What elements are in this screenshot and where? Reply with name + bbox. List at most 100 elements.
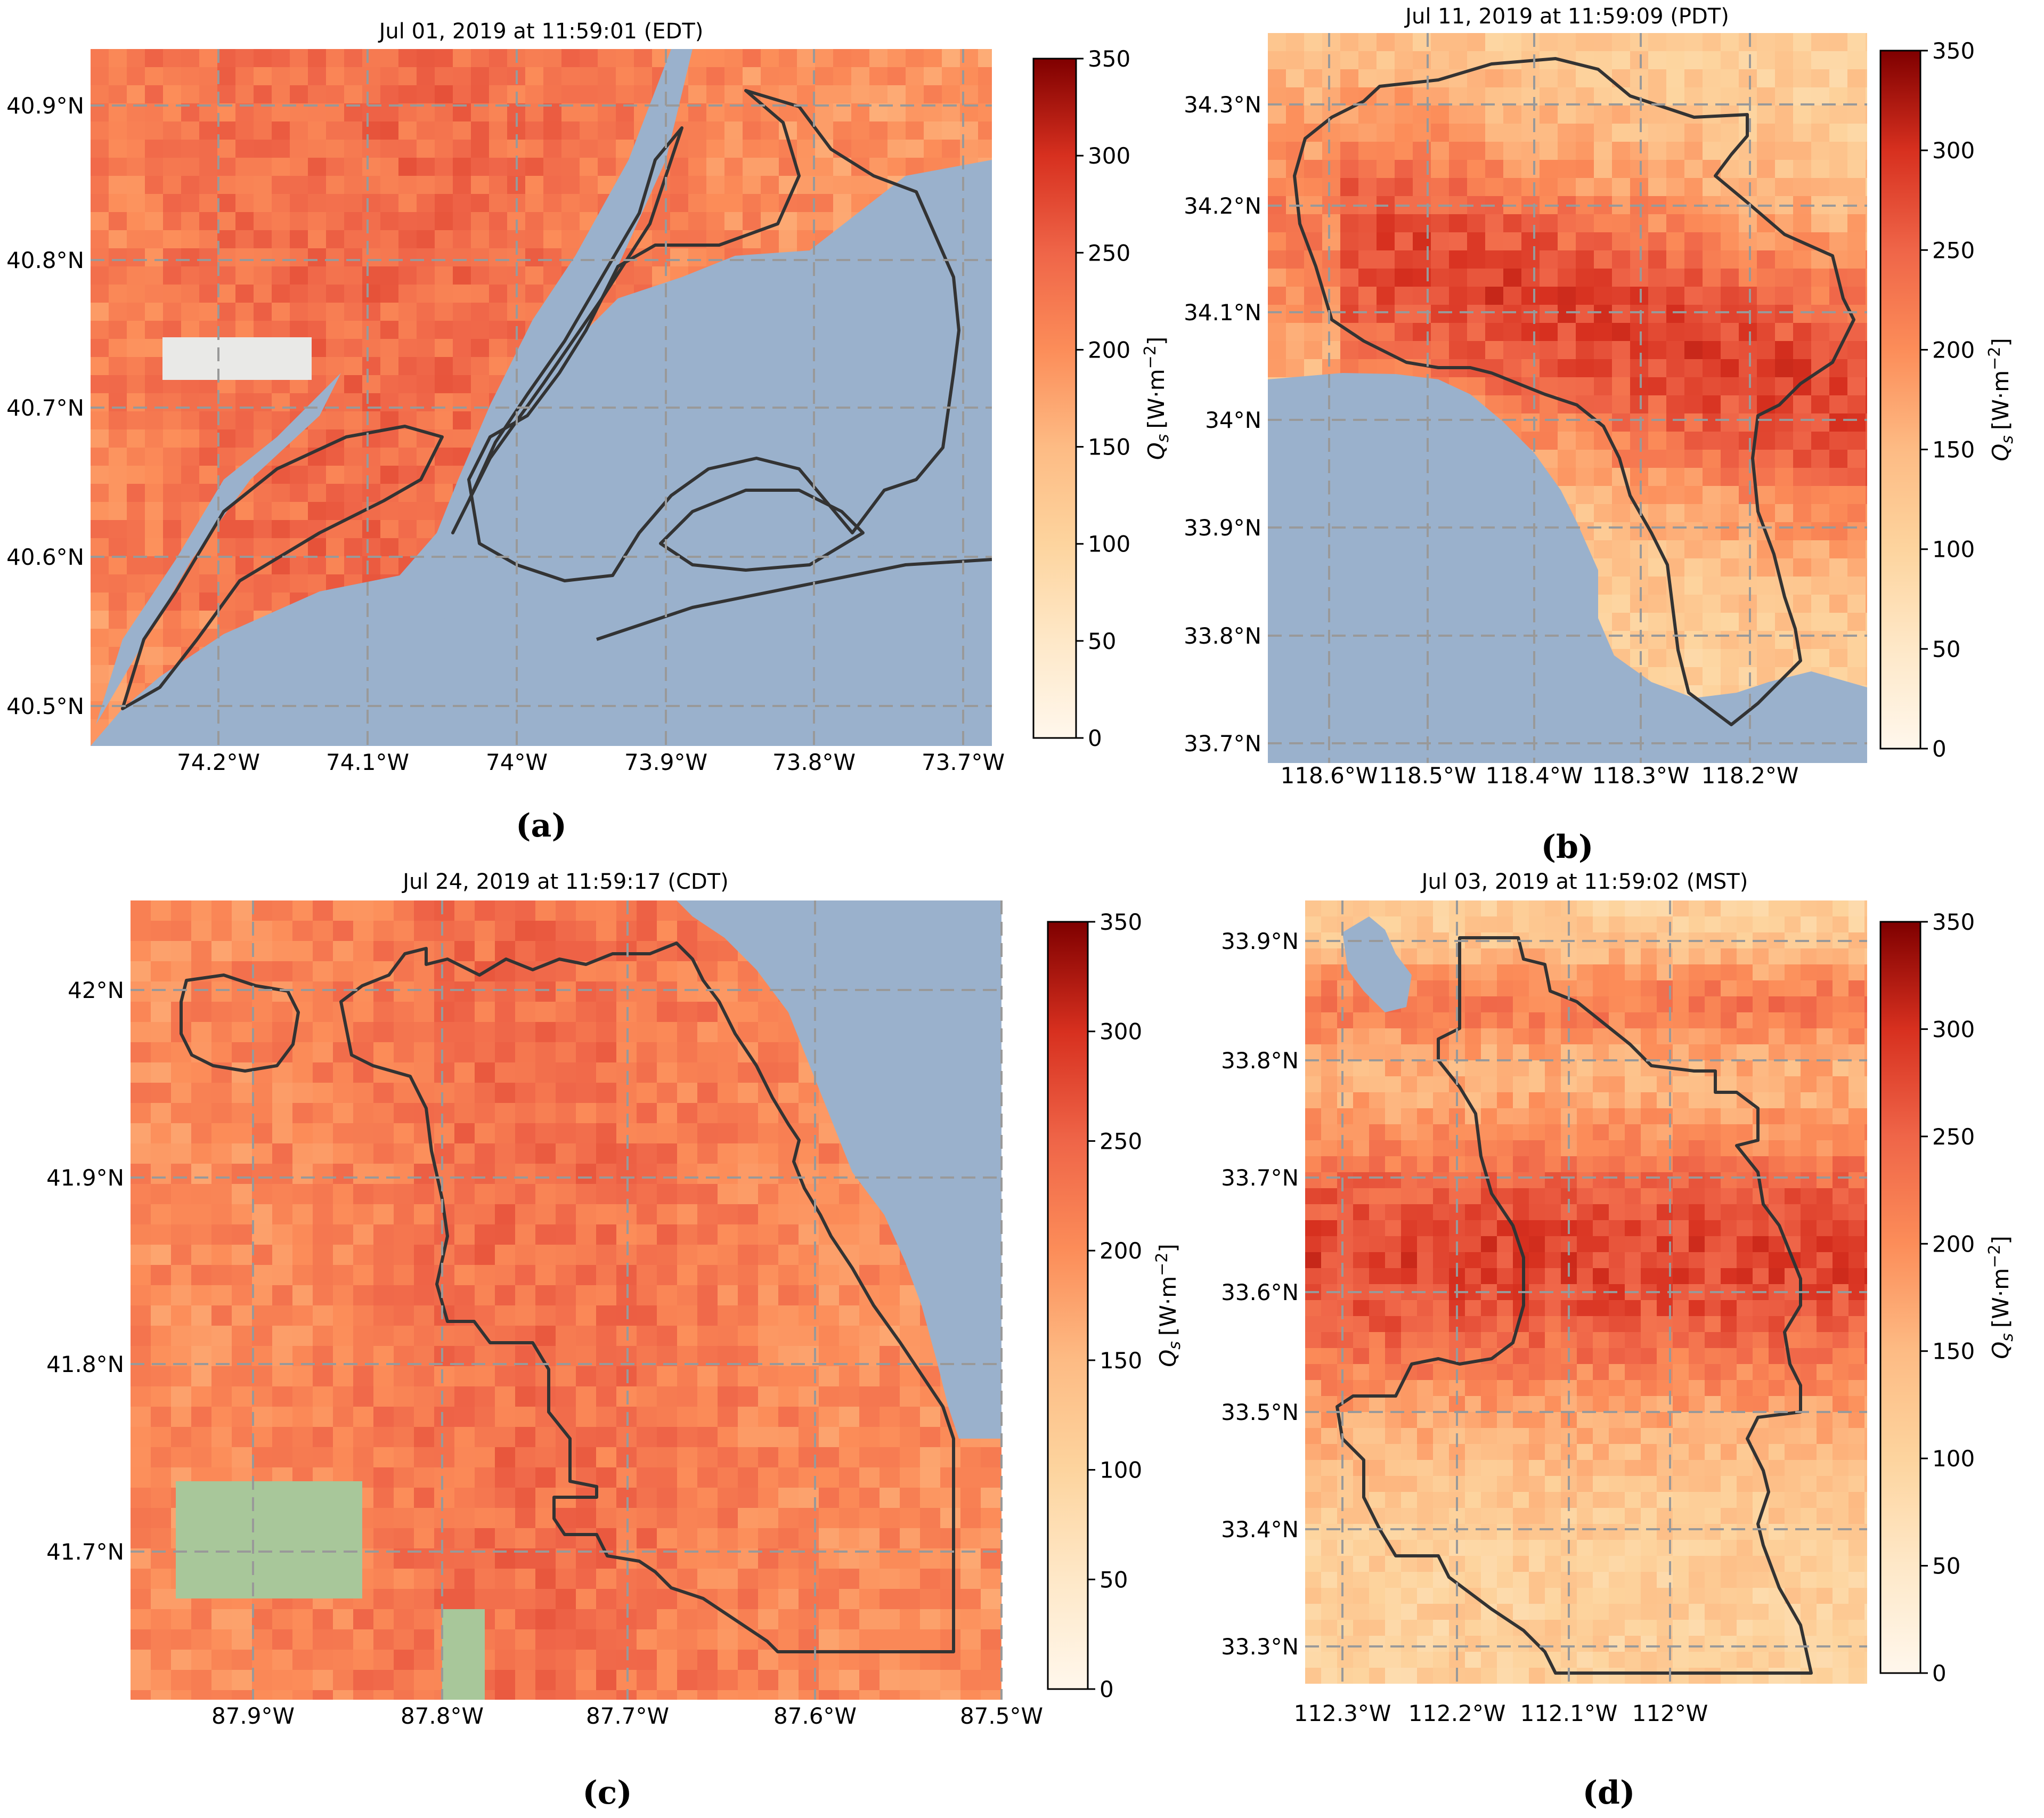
heatmap-cell — [1485, 178, 1504, 197]
heatmap-cell — [799, 1569, 819, 1589]
heatmap-cell — [515, 1245, 536, 1265]
heatmap-cell — [1648, 178, 1667, 197]
heatmap-cell — [1829, 522, 1848, 541]
heatmap-cell — [272, 1022, 293, 1043]
heatmap-cell — [333, 1103, 354, 1124]
heatmap-cell — [254, 574, 272, 593]
heatmap-cell — [1001, 1285, 1022, 1306]
heatmap-cell — [313, 1002, 333, 1022]
heatmap-cell — [1648, 124, 1667, 142]
heatmap-cell — [1503, 359, 1522, 378]
heatmap-cell — [109, 140, 127, 158]
heatmap-cell — [1630, 631, 1649, 650]
heatmap-cell — [1001, 1508, 1022, 1529]
heatmap-cell — [535, 1427, 556, 1448]
heatmap-cell — [454, 1184, 475, 1205]
heatmap-cell — [657, 1002, 678, 1022]
heatmap-cell — [398, 230, 417, 249]
heatmap-cell — [833, 49, 852, 68]
heatmap-cell — [657, 921, 678, 942]
heatmap-cell — [191, 1427, 212, 1448]
heatmap-cell — [657, 1083, 678, 1103]
heatmap-cell — [163, 266, 182, 285]
heatmap-cell — [272, 1265, 293, 1286]
heatmap-cell — [724, 67, 743, 86]
heatmap-cell — [353, 1143, 374, 1164]
heatmap-cell — [127, 303, 145, 321]
heatmap-cell — [181, 248, 200, 267]
heatmap-cell — [1811, 377, 1830, 396]
heatmap-cell — [1449, 178, 1468, 197]
heatmap-cell — [495, 1002, 516, 1022]
heatmap-cell — [535, 1528, 556, 1549]
heatmap-cell — [292, 1245, 313, 1265]
heatmap-cell — [191, 1407, 212, 1427]
heatmap-cell — [211, 1103, 232, 1124]
heatmap-cell — [1377, 160, 1395, 178]
heatmap-cell — [1558, 250, 1576, 269]
heatmap-cell — [414, 1042, 435, 1063]
heatmap-cell — [556, 1285, 576, 1306]
heatmap-cell — [981, 1467, 1001, 1488]
heatmap-cell — [576, 1184, 597, 1205]
heatmap-cell — [1377, 33, 1395, 52]
heatmap-cell — [1703, 160, 1721, 178]
heatmap-cell — [556, 1103, 576, 1124]
heatmap-cell — [839, 1386, 860, 1407]
heatmap-cell — [414, 1062, 435, 1083]
heatmap-cell — [91, 393, 109, 412]
heatmap-cell — [272, 921, 293, 942]
heatmap-cell — [145, 140, 164, 158]
heatmap-cell — [91, 502, 109, 521]
heatmap-cell — [326, 339, 345, 358]
heatmap-cell — [1703, 595, 1721, 613]
heatmap-cell — [596, 1488, 617, 1508]
heatmap-cell — [525, 212, 544, 231]
heatmap-cell — [1001, 1123, 1022, 1144]
heatmap-cell — [272, 1083, 293, 1103]
heatmap-cell — [211, 1042, 232, 1063]
heatmap-cell — [859, 1427, 880, 1448]
heatmap-cell — [434, 1224, 455, 1245]
heatmap-cell — [515, 1285, 536, 1306]
heatmap-cell — [1395, 305, 1413, 323]
heatmap-cell — [1485, 269, 1504, 287]
heatmap-cell — [657, 1528, 678, 1549]
heatmap-cell — [1576, 468, 1594, 486]
heatmap-cell — [576, 1123, 597, 1144]
heatmap-cell — [887, 49, 906, 68]
heatmap-cell — [1540, 232, 1558, 251]
heatmap-cell — [232, 1083, 253, 1103]
heatmap-cell — [308, 140, 327, 158]
heatmap-cell — [235, 593, 254, 611]
heatmap-cell — [290, 303, 308, 321]
heatmap-cell — [235, 176, 254, 194]
heatmap-cell — [724, 140, 743, 158]
heatmap-cell — [308, 538, 327, 557]
heatmap-cell — [454, 1326, 475, 1346]
heatmap-cell — [326, 285, 345, 303]
heatmap-cell — [688, 67, 707, 86]
heatmap-cell — [292, 1366, 313, 1387]
heatmap-cell — [1540, 432, 1558, 450]
heatmap-cell — [127, 212, 145, 231]
heatmap-cell — [1340, 69, 1359, 88]
heatmap-cell — [598, 49, 616, 68]
heatmap-cell — [292, 1285, 313, 1306]
heatmap-cell — [515, 1427, 536, 1448]
heatmap-cell — [471, 285, 490, 303]
heatmap-cell — [471, 67, 490, 86]
heatmap-cell — [1540, 341, 1558, 360]
heatmap-cell — [596, 1305, 617, 1326]
heatmap-cell — [1467, 124, 1486, 142]
heatmap-cell — [1286, 232, 1305, 251]
gridlines-b — [1268, 33, 1867, 763]
heatmap-cell — [344, 411, 363, 430]
heatmap-cell — [1775, 105, 1794, 124]
heatmap-cell — [596, 1569, 617, 1589]
heatmap-cell — [940, 1447, 961, 1468]
heatmap-cell — [131, 1164, 151, 1184]
heatmap-cell — [1340, 232, 1359, 251]
heatmap-cell — [1286, 323, 1305, 342]
heatmap-cell — [1431, 51, 1449, 70]
